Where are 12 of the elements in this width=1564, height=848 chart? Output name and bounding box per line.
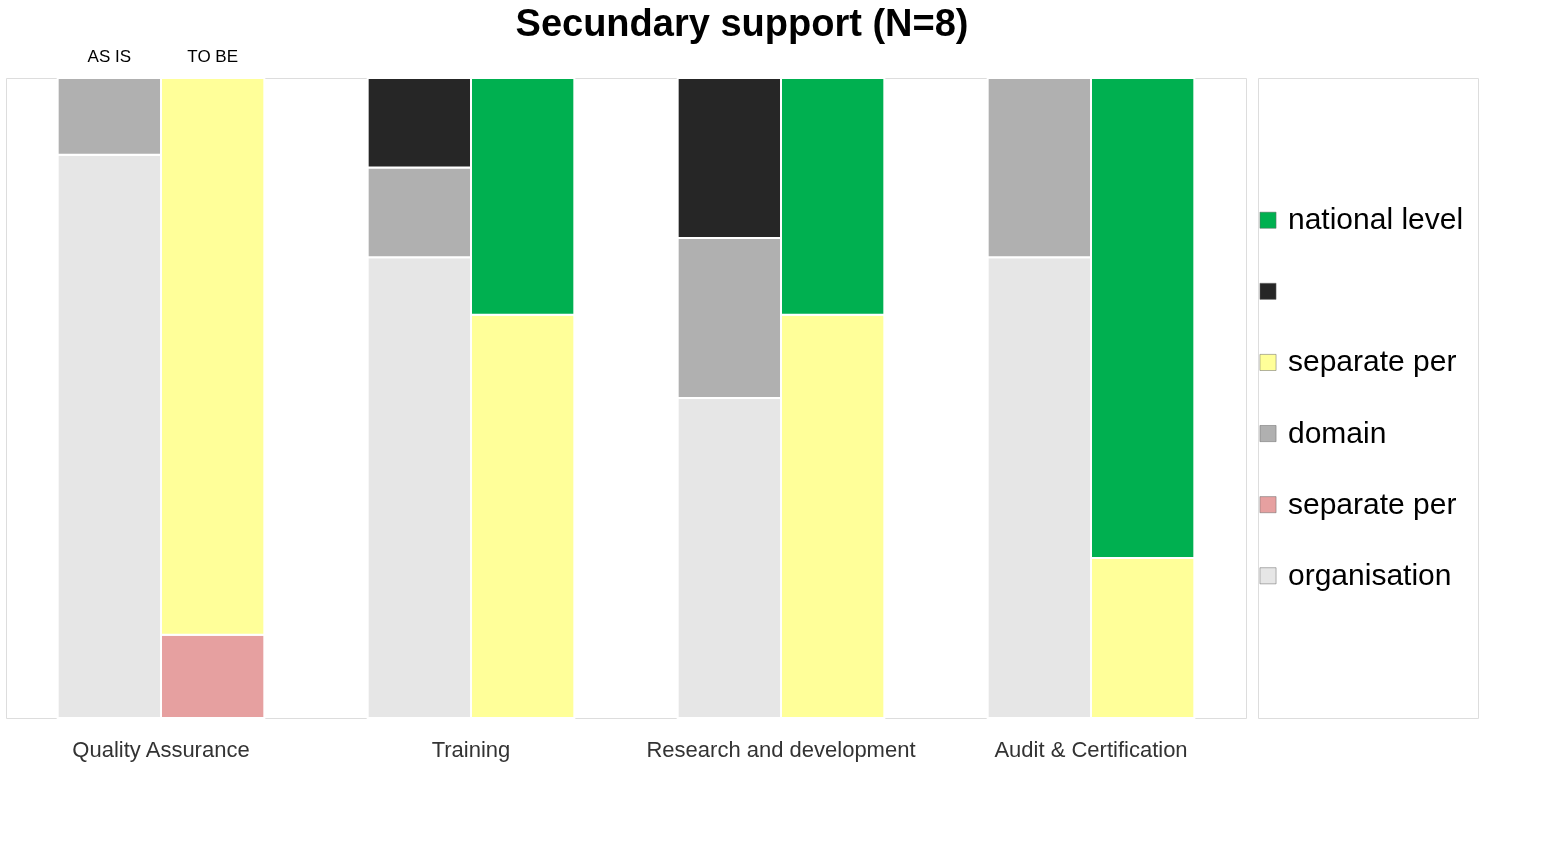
text: Research and development bbox=[646, 737, 916, 762]
legend-label: separate per bbox=[1288, 486, 1457, 520]
legend-label: organisation bbox=[1288, 557, 1452, 591]
legend-label: separate per bbox=[1288, 344, 1457, 378]
text: Training bbox=[431, 737, 511, 762]
legend-label: national level bbox=[1288, 202, 1464, 236]
text: Audit & Certification bbox=[994, 737, 1188, 762]
x-tick-label: TO BE bbox=[187, 47, 239, 66]
x-tick-label: AS IS bbox=[87, 47, 132, 66]
chart-title: Secundary support (N=8) bbox=[515, 1, 969, 44]
legend-label: domain bbox=[1288, 415, 1387, 449]
text: Quality Assurance bbox=[72, 737, 250, 762]
